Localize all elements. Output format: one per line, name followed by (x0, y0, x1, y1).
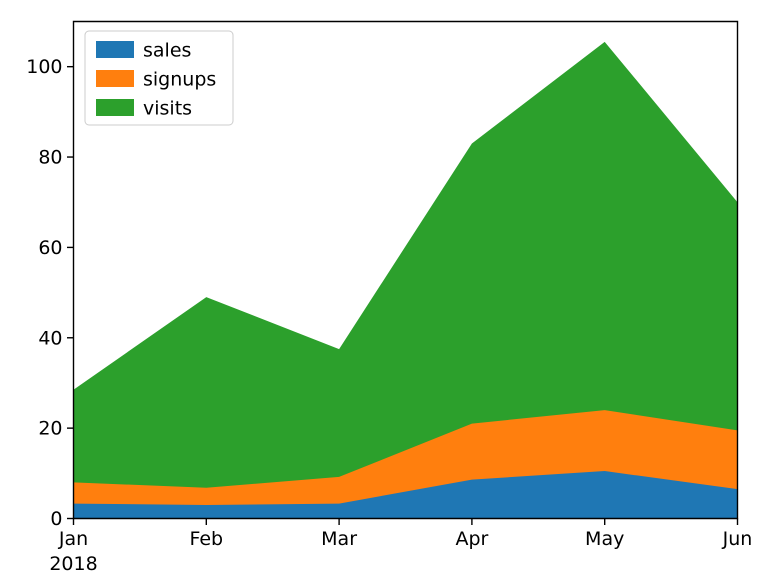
y-tick-label-80: 80 (38, 147, 62, 169)
y-tick-label-40: 40 (38, 327, 62, 349)
legend-swatch-sales (96, 41, 134, 58)
legend-swatch-visits (96, 99, 134, 116)
y-tick-label-0: 0 (50, 508, 62, 530)
area-series-sales (73, 471, 738, 519)
x-tick-label-Apr: Apr (455, 528, 488, 550)
y-tick-label-100: 100 (26, 56, 62, 78)
y-tick-label-20: 20 (38, 418, 62, 440)
x-tick-label-May: May (585, 528, 624, 550)
legend-label-signups: signups (143, 69, 216, 91)
area-series-visits (73, 41, 738, 519)
x-tick-label-Mar: Mar (321, 528, 357, 550)
x-tick-label-Jun: Jun (722, 528, 753, 550)
legend-label-sales: sales (143, 40, 191, 62)
x-tick-label-Jan: Jan (58, 528, 88, 550)
y-tick-label-60: 60 (38, 237, 62, 259)
legend-swatch-signups (96, 70, 134, 87)
x-axis-sub-label-year: 2018 (49, 553, 97, 575)
legend-label-visits: visits (143, 98, 192, 120)
x-tick-label-Feb: Feb (189, 528, 223, 550)
